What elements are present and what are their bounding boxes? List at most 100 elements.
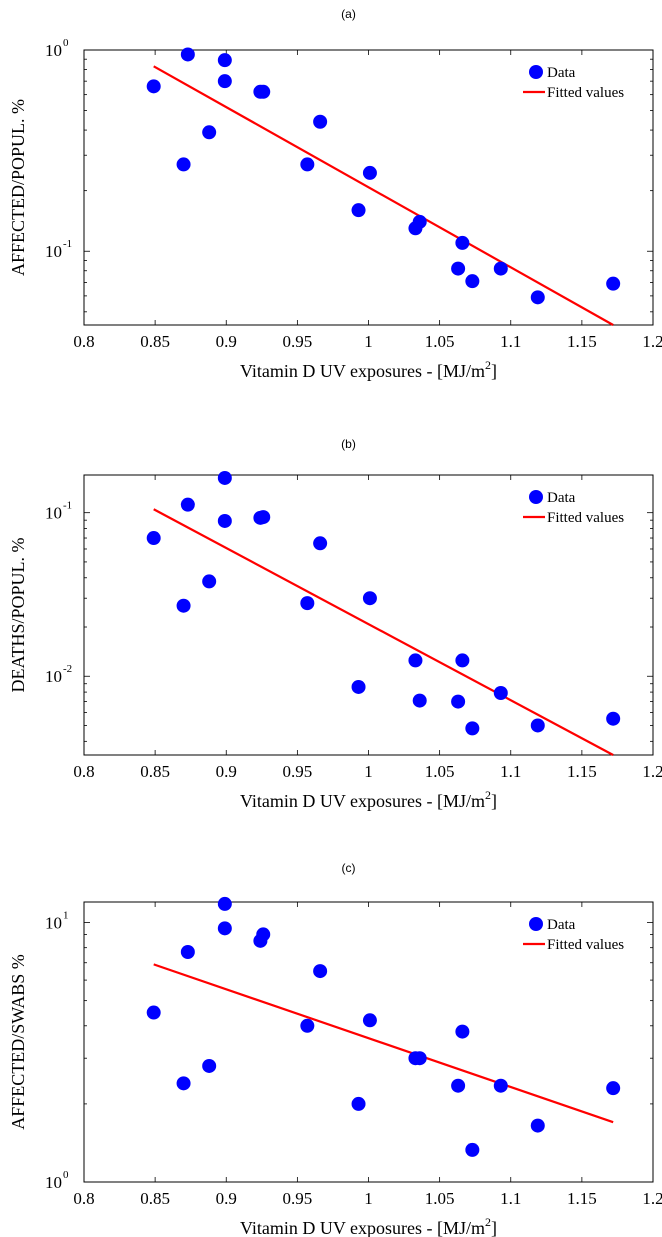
y-tick-label: 10 [45, 914, 62, 933]
data-point [256, 927, 271, 942]
legend-marker-data [529, 65, 543, 79]
y-tick-label: 10 [45, 242, 62, 261]
x-tick-label: 1.05 [425, 332, 455, 351]
data-point [530, 718, 545, 733]
legend-marker-data [529, 490, 543, 504]
x-tick-label: 0.95 [283, 1189, 313, 1208]
y-tick-exponent: 1 [63, 910, 69, 922]
data-point [202, 1058, 217, 1073]
x-tick-label: 0.8 [73, 332, 94, 351]
x-tick-label: 1.15 [567, 762, 597, 781]
data-point [606, 711, 621, 726]
data-point [146, 531, 161, 546]
data-point [493, 685, 508, 700]
legend-label-data: Data [547, 917, 576, 933]
data-point [217, 921, 232, 936]
data-point [362, 1013, 377, 1028]
x-tick-label: 0.8 [73, 762, 94, 781]
data-point [451, 694, 466, 709]
data-point [256, 84, 271, 99]
x-tick-label: 1.15 [567, 332, 597, 351]
x-axis-label: Vitamin D UV exposures - [MJ/m2] [240, 788, 497, 811]
data-point [493, 261, 508, 276]
data-point [217, 470, 232, 485]
x-tick-label: 1.1 [500, 332, 521, 351]
panel-label: (a) [341, 7, 356, 21]
legend-marker-data [529, 917, 543, 931]
y-tick-exponent: -1 [63, 500, 72, 512]
data-point [351, 203, 366, 218]
chart-panel: (a)0.8 0.85 0.9 0.95 1 1.05 1.1 1.15 1.210 010 -1V… [8, 7, 662, 381]
y-tick-label: 10 [45, 504, 62, 523]
data-point [412, 1051, 427, 1066]
x-tick-label: 0.85 [140, 762, 170, 781]
data-point [217, 74, 232, 89]
x-tick-label: 0.8 [73, 1189, 94, 1208]
y-tick-exponent: 0 [63, 37, 69, 49]
fitted-line [153, 963, 614, 1124]
data-point [606, 276, 621, 291]
x-tick-label: 0.85 [140, 332, 170, 351]
data-point [176, 1076, 191, 1091]
data-point [313, 536, 328, 551]
fitted-line [153, 65, 614, 326]
x-tick-label: 1.2 [642, 1189, 662, 1208]
y-axis-label: AFFECTED/SWABS % [8, 954, 28, 1130]
panel-label: (c) [342, 861, 356, 875]
data-point [217, 513, 232, 528]
data-point [351, 1096, 366, 1111]
legend-label-fit: Fitted values [547, 85, 624, 101]
fitted-line [153, 508, 614, 756]
x-tick-label: 1 [364, 762, 373, 781]
x-tick-label: 1.1 [500, 762, 521, 781]
legend-label-fit: Fitted values [547, 510, 624, 526]
x-tick-label: 0.95 [283, 762, 313, 781]
y-tick-exponent: 0 [63, 1169, 69, 1181]
data-point [465, 721, 480, 736]
chart-panel: (b)0.8 0.85 0.9 0.95 1 1.05 1.1 1.15 1.210-110-2… [8, 437, 662, 811]
data-point [300, 596, 315, 611]
data-point [180, 47, 195, 62]
data-point [606, 1081, 621, 1096]
data-point [146, 1005, 161, 1020]
x-tick-label: 1 [364, 332, 373, 351]
data-point [202, 574, 217, 589]
legend-label-data: Data [547, 65, 576, 81]
x-tick-label: 1.2 [642, 332, 662, 351]
data-point [362, 591, 377, 606]
y-tick-label: 10 [45, 1173, 62, 1192]
data-point [202, 125, 217, 140]
data-point [256, 510, 271, 525]
data-point [455, 1024, 470, 1039]
legend-label-data: Data [547, 490, 576, 506]
data-point [180, 497, 195, 512]
data-point [455, 235, 470, 250]
x-tick-label: 1.2 [642, 762, 662, 781]
x-tick-label: 1.05 [425, 1189, 455, 1208]
data-point [217, 53, 232, 68]
data-point [300, 1018, 315, 1033]
y-tick-label: 10 [45, 667, 62, 686]
data-point [176, 157, 191, 172]
y-tick-exponent: -2 [63, 663, 72, 675]
y-axis-label: AFFECTED/POPUL. % [8, 99, 28, 276]
data-point [180, 944, 195, 959]
data-point [217, 896, 232, 911]
x-tick-label: 0.9 [216, 332, 237, 351]
data-point [465, 1142, 480, 1157]
data-point [493, 1078, 508, 1093]
data-point [300, 157, 315, 172]
x-tick-label: 1.1 [500, 1189, 521, 1208]
x-tick-label: 0.9 [216, 1189, 237, 1208]
x-tick-label: 1.05 [425, 762, 455, 781]
x-tick-label: 1 [364, 1189, 373, 1208]
y-tick-label: 10 [45, 41, 62, 60]
data-point [146, 79, 161, 94]
data-point [313, 964, 328, 979]
data-point [530, 290, 545, 305]
y-axis-label: DEATHS/POPUL. % [8, 537, 28, 692]
data-point [465, 274, 480, 289]
legend-label-fit: Fitted values [547, 937, 624, 953]
x-axis-label: Vitamin D UV exposures - [MJ/m2] [240, 358, 497, 381]
